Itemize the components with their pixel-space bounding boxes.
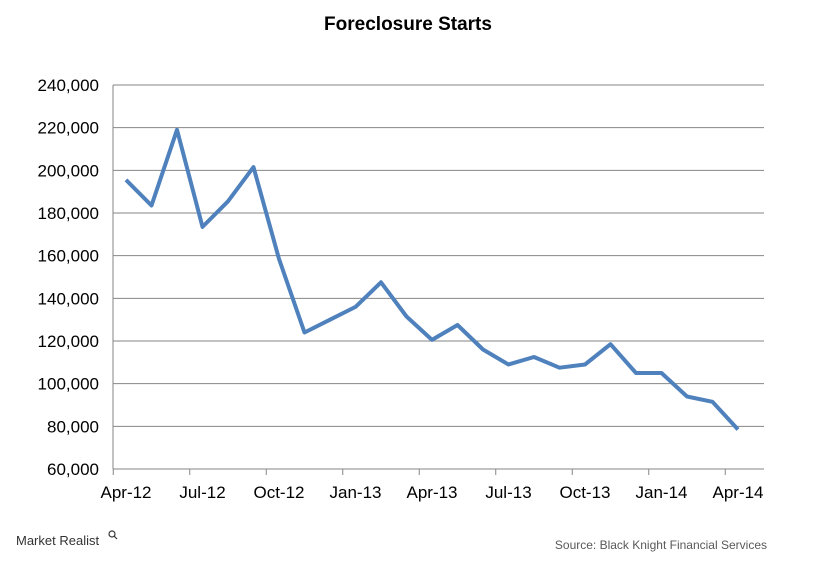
data-point — [609, 342, 613, 346]
y-tick-label: 180,000 — [38, 204, 99, 223]
y-tick-label: 160,000 — [38, 247, 99, 266]
data-point — [328, 318, 332, 322]
data-point — [456, 323, 460, 327]
data-point — [150, 204, 154, 208]
grid — [113, 84, 764, 427]
data-point — [507, 362, 511, 366]
x-tick-label: Jul-13 — [485, 483, 531, 502]
data-point — [354, 305, 358, 309]
data-point — [558, 366, 562, 370]
data-point — [405, 314, 409, 318]
y-tick-label: 80,000 — [47, 417, 99, 436]
y-tick-label: 120,000 — [38, 332, 99, 351]
data-point — [532, 355, 536, 359]
x-tick-label: Apr-14 — [712, 483, 763, 502]
x-tick-label: Jan-14 — [636, 483, 688, 502]
y-tick-label: 220,000 — [38, 119, 99, 138]
magnifier-icon — [108, 530, 116, 538]
magnifier-handle-icon — [113, 535, 118, 540]
data-point — [430, 338, 434, 342]
axes: 60,000 80,000 100,000 120,000 140,000 160,000… — [38, 76, 764, 502]
series-line — [124, 127, 740, 431]
x-tick-label: Jul-12 — [179, 483, 225, 502]
data-point — [124, 178, 128, 182]
brand-name: Market Realist — [16, 533, 99, 548]
data-point — [226, 199, 230, 203]
source-note: Source: Black Knight Financial Services — [555, 538, 767, 552]
data-point — [583, 362, 587, 366]
y-tick-label: 60,000 — [47, 460, 99, 479]
x-tick-label: Jan-13 — [330, 483, 382, 502]
data-point — [277, 257, 281, 261]
data-point — [303, 330, 307, 334]
y-tick-label: 200,000 — [38, 161, 99, 180]
y-tick-label: 100,000 — [38, 375, 99, 394]
x-tick-label: Oct-13 — [559, 483, 610, 502]
data-point — [685, 394, 689, 398]
data-point — [175, 128, 179, 132]
data-point — [252, 165, 256, 169]
series-layer — [124, 127, 740, 432]
data-point — [711, 400, 715, 404]
data-point — [736, 428, 740, 432]
data-point — [481, 348, 485, 352]
x-tick-label: Oct-12 — [253, 483, 304, 502]
data-point — [660, 371, 664, 375]
data-point — [634, 371, 638, 375]
x-tick-label: Apr-12 — [100, 483, 151, 502]
y-tick-label: 140,000 — [38, 289, 99, 308]
y-tick-label: 240,000 — [38, 76, 99, 95]
data-point — [379, 280, 383, 284]
chart-title: Foreclosure Starts — [324, 14, 492, 35]
data-point — [201, 225, 205, 229]
x-tick-label: Apr-13 — [406, 483, 457, 502]
brand-logo: Market Realist — [16, 530, 118, 548]
